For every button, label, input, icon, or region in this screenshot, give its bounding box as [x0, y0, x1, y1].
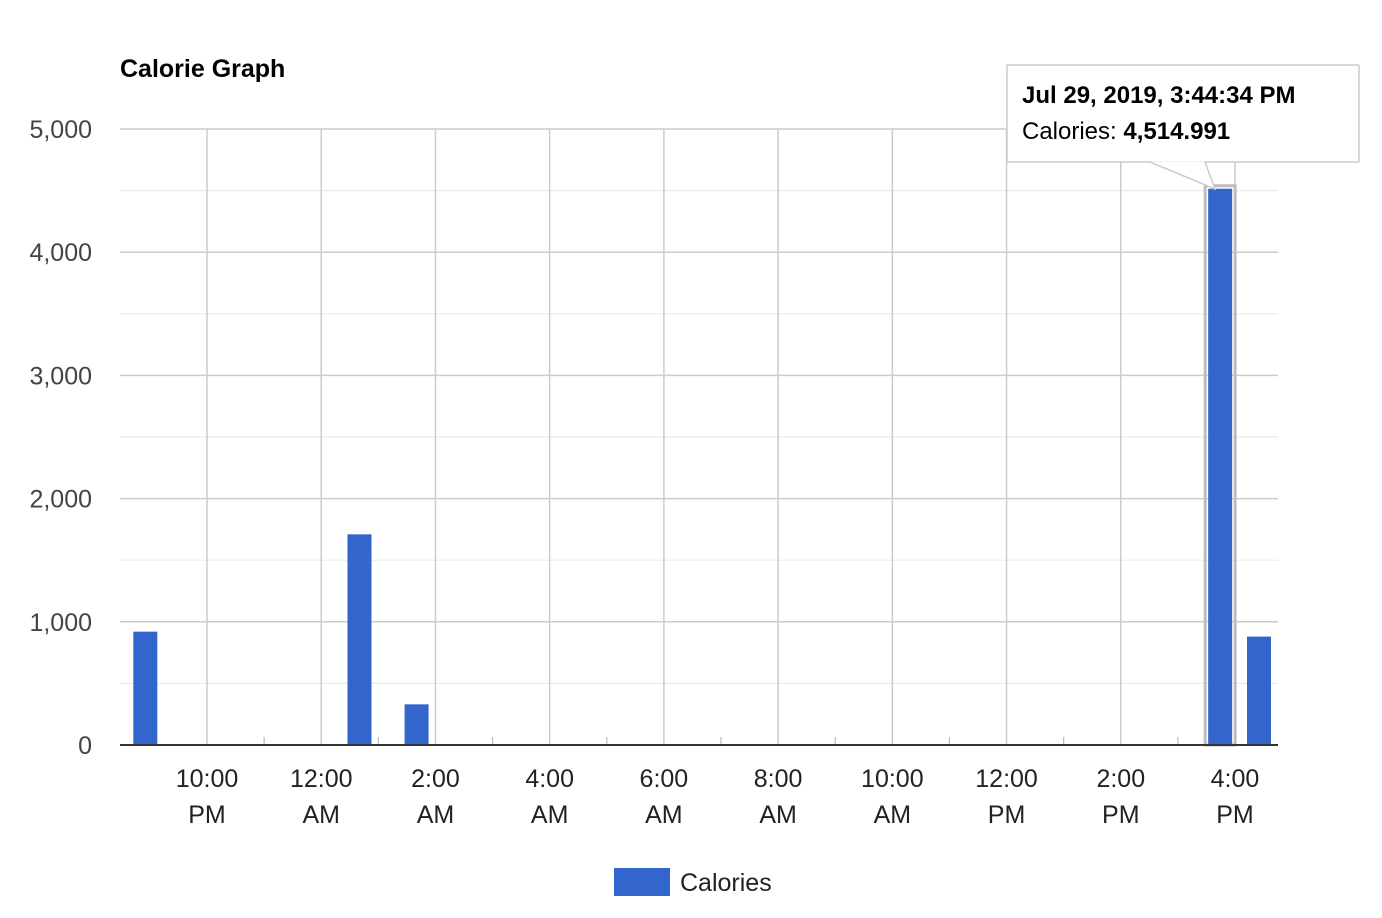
x-tick-label-ampm: AM	[759, 801, 797, 829]
bar-calories[interactable]	[1208, 188, 1233, 745]
x-tick-label: 2:00	[1096, 765, 1145, 793]
tooltip-value-line: Calories: 4,514.991	[1022, 118, 1230, 145]
y-tick-label: 0	[78, 732, 92, 760]
x-tick-label-ampm: AM	[302, 801, 340, 829]
x-tick-label-ampm: AM	[417, 801, 455, 829]
tooltip-box	[1006, 64, 1360, 163]
tooltip-value: 4,514.991	[1123, 118, 1230, 145]
x-tick-label: 4:00	[525, 765, 574, 793]
x-tick-label: 10:00	[861, 765, 924, 793]
x-tick-label: 10:00	[176, 765, 239, 793]
x-tick-label: 2:00	[411, 765, 460, 793]
tooltip: Jul 29, 2019, 3:44:34 PM Calories: 4,514…	[1006, 64, 1360, 191]
bar-calories[interactable]	[347, 534, 372, 745]
y-tick-label: 3,000	[29, 362, 92, 390]
y-axis-ticks: 0 1,000 2,000 3,000 4,000 5,000	[29, 116, 92, 760]
x-tick-label-ampm: AM	[645, 801, 683, 829]
x-tick-label-ampm: PM	[988, 801, 1026, 829]
tooltip-pointer	[1149, 161, 1217, 191]
legend-swatch	[614, 868, 670, 896]
tooltip-series-label: Calories:	[1022, 118, 1123, 145]
x-tick-label-ampm: PM	[188, 801, 226, 829]
x-tick-label-ampm: AM	[874, 801, 912, 829]
x-tick-label: 8:00	[754, 765, 803, 793]
tooltip-title: Jul 29, 2019, 3:44:34 PM	[1022, 82, 1296, 109]
x-axis-ticks: 10:00 PM 12:00 AM 2:00 AM 4:00 AM 6:00 AM 8:00 AM 10…	[176, 765, 1260, 829]
legend[interactable]: Calories	[614, 868, 772, 897]
x-tick-label: 4:00	[1211, 765, 1260, 793]
bar-calories[interactable]	[404, 704, 429, 745]
grid	[120, 128, 1278, 745]
bar-calories[interactable]	[133, 631, 158, 745]
x-tick-label: 6:00	[640, 765, 689, 793]
y-tick-label: 4,000	[29, 239, 92, 267]
x-tick-label-ampm: PM	[1102, 801, 1140, 829]
x-tick-label: 12:00	[975, 765, 1038, 793]
legend-label: Calories	[680, 869, 772, 897]
y-tick-label: 5,000	[29, 116, 92, 144]
y-tick-label: 1,000	[29, 609, 92, 637]
x-tick-label-ampm: AM	[531, 801, 569, 829]
y-tick-label: 2,000	[29, 486, 92, 514]
x-tick-label: 12:00	[290, 765, 353, 793]
chart-title: Calorie Graph	[120, 55, 285, 83]
bars	[133, 184, 1271, 747]
x-tick-label-ampm: PM	[1216, 801, 1254, 829]
bar-calories[interactable]	[1246, 636, 1271, 745]
